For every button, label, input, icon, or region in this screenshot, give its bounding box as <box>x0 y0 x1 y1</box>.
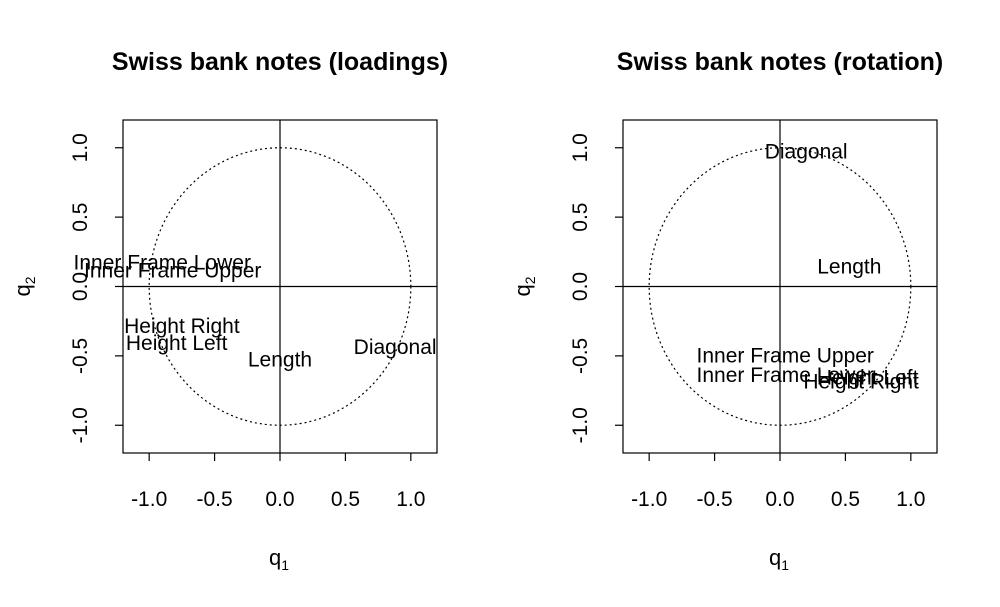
y-tick-label: 0.5 <box>69 203 92 232</box>
x-axis-label-subscript: 1 <box>281 557 289 573</box>
y-axis-label: q2 <box>10 276 38 296</box>
y-axis-label-subscript: 2 <box>22 276 38 284</box>
point-label: Diagonal <box>354 336 437 359</box>
point-label: Diagonal <box>765 140 848 163</box>
x-tick-label: 0.5 <box>331 488 360 511</box>
y-tick-label: 1.0 <box>69 133 92 162</box>
x-tick-label: -1.0 <box>131 488 167 511</box>
y-axis-label-text: q <box>10 284 35 296</box>
y-tick-label: -0.5 <box>569 338 592 374</box>
point-label: Inner Frame Lower <box>74 251 251 274</box>
y-tick-label: -1.0 <box>69 407 92 443</box>
point-label: Height Left <box>126 332 228 355</box>
y-axis-label-text: q <box>510 284 535 296</box>
y-tick-label: 0.5 <box>569 203 592 232</box>
y-axis-label-subscript: 2 <box>522 276 538 284</box>
point-label: Length <box>248 349 312 372</box>
x-axis-label: q1 <box>769 545 789 573</box>
x-tick-label: 1.0 <box>896 488 925 511</box>
y-tick-label: 0.0 <box>569 272 592 301</box>
y-axis-label: q2 <box>510 276 538 296</box>
point-label: Height Right <box>803 371 919 394</box>
x-tick-label: 0.5 <box>831 488 860 511</box>
chart-title: Swiss bank notes (rotation) <box>617 48 943 76</box>
panel-2: Swiss bank notes (rotation) -1.0 -0.5 0.0 0.… <box>510 48 943 573</box>
x-axis-label-subscript: 1 <box>781 557 789 573</box>
x-axis-label: q1 <box>269 545 289 573</box>
x-tick-label: -1.0 <box>631 488 667 511</box>
x-axis-label-text: q <box>269 545 281 570</box>
y-tick-label: -1.0 <box>569 407 592 443</box>
point-label: Height Left <box>817 367 919 390</box>
x-tick-label: -0.5 <box>696 488 732 511</box>
y-tick-label: -0.5 <box>69 338 92 374</box>
chart-title: Swiss bank notes (loadings) <box>112 48 448 76</box>
panel-1: Swiss bank notes (loadings) -1.0 -0.5 0.0 0.… <box>10 48 448 573</box>
point-label: Height Right <box>124 315 240 338</box>
x-axis-label-text: q <box>769 545 781 570</box>
point-label: Inner Frame Lower <box>697 364 874 387</box>
point-label: Length <box>817 256 881 279</box>
y-tick-label: 1.0 <box>569 133 592 162</box>
point-label: Inner Frame Upper <box>84 260 261 283</box>
x-tick-label: -0.5 <box>196 488 232 511</box>
y-tick-label: 0.0 <box>69 272 92 301</box>
x-tick-label: 0.0 <box>265 488 294 511</box>
x-tick-label: 1.0 <box>396 488 425 511</box>
x-tick-label: 0.0 <box>765 488 794 511</box>
point-label: Inner Frame Upper <box>697 344 874 367</box>
